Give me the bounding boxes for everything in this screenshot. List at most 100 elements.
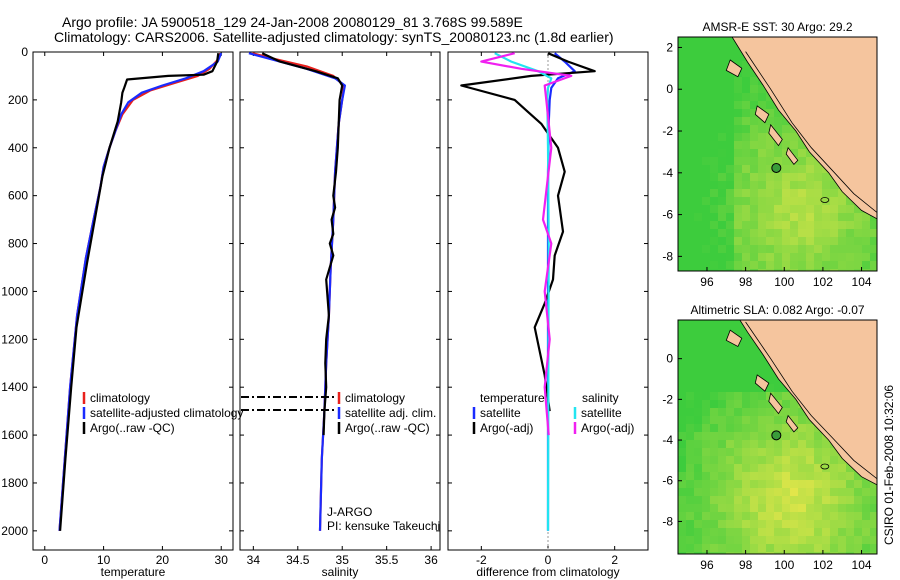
series-group [248,52,346,531]
legend-item-1-label: satellite adj. clim. [345,406,436,420]
map-y-tick-label: -8 [662,514,673,528]
figure-title-line1: Argo profile: JA 5900518_129 24-Jan-2008… [62,14,523,30]
island-1 [754,374,770,392]
series-line-1 [460,52,596,412]
map-y-tick-label: -2 [662,392,673,406]
map-panel-2: 96 98 100 102 104 0 -2 -4 -6 -8 Altimetric SLA: 0.… [662,303,878,572]
legend-item-1-label: satellite-adjusted climatology [90,406,243,420]
y-tick-label: 2000 [1,524,28,538]
map-y-tick-label: 2 [666,40,673,54]
x-axis-label: difference from climatology [476,565,619,579]
legend-heading-temperature: temperature [480,391,545,405]
x-tick-label: 34 [247,553,261,567]
credit-text: CSIRO 01-Feb-2008 10:32:06 [882,385,896,545]
map-x-tick-label: 96 [700,558,714,572]
x-tick-label: 0 [41,553,48,567]
x-tick-label: 35.5 [375,553,399,567]
legend-item-0-label: climatology [345,391,405,405]
legend-heading-salinity: salinity [582,391,619,405]
map-y-tick-label: -2 [662,124,673,138]
series-line-2 [261,52,344,436]
legend-item-2-label: Argo(..raw -QC) [90,421,175,435]
sea-field [678,320,877,554]
series-line-3 [480,52,573,436]
y-tick-label: 1600 [1,428,28,442]
contour-ellipse [820,197,830,203]
map-x-tick-label: 98 [739,558,753,572]
x-tick-label: 0 [545,553,552,567]
legend-item-s-argo-label: Argo(-adj) [581,421,634,435]
contour-line [745,51,877,213]
profile-panel-1: 0 10 20 30 0 200 400 600 800 1000 1200 1400 1600 1800… [1,45,234,579]
map-x-tick-label: 96 [700,275,714,289]
legend-item-t-sat-label: satellite [480,406,521,420]
series-line-2 [59,53,220,531]
y-tick-label: 800 [8,237,28,251]
x-tick-label: 36 [424,553,438,567]
map-y-tick-label: -8 [662,249,673,263]
map-y-tick-label: -6 [662,208,673,222]
y-tick-label: 600 [8,189,28,203]
axes-frame [32,51,234,551]
land-mass [739,320,877,486]
y-tick-label: 200 [8,93,28,107]
series-line-2 [494,52,553,531]
map-title: Altimetric SLA: 0.082 Argo: -0.07 [690,303,864,317]
map-x-tick-label: 100 [774,558,794,572]
profile-panel-2: 34 34.5 35 35.5 36 salinity [239,51,441,579]
series-group [58,52,223,531]
map-x-tick-label: 104 [852,558,872,572]
island-3 [785,146,799,166]
map-y-tick-label: 0 [666,352,673,366]
x-axis-label: salinity [322,565,359,579]
legend-item-2-label: Argo(..raw -QC) [345,421,430,435]
map-x-tick-label: 102 [813,558,833,572]
island-0 [725,59,743,78]
map-x-tick-label: 104 [852,275,872,289]
map-frame [677,319,878,555]
map-y-tick-label: -6 [662,474,673,488]
island-0 [725,329,743,348]
contour-line [745,321,877,480]
legend-item-0-label: climatology [90,391,150,405]
legend-difference: temperaturesatelliteArgo(-adj)salinitysa… [472,391,634,435]
series-line-0 [58,52,222,531]
argo-location-marker [771,430,782,441]
axes-frame [239,51,441,551]
y-tick-label: 1800 [1,476,28,490]
x-tick-label: 34.5 [286,553,310,567]
contour-ellipse [820,463,830,470]
island-2 [768,123,783,147]
map-panel-1: 96 98 100 102 104 2 0 -2 -4 -6 -8 AMSR-E SST: 30 Ar… [662,20,878,289]
map-x-tick-label: 98 [739,275,753,289]
land-mass [731,37,877,220]
x-tick-label: 10 [97,553,111,567]
map-y-tick-label: -4 [662,166,673,180]
map-y-tick-label: -4 [662,433,673,447]
island-1 [754,105,770,124]
map-y-tick-label: 0 [666,82,673,96]
y-tick-label: 1000 [1,284,28,298]
series-group [460,52,596,531]
y-tick-label: 1200 [1,332,28,346]
x-tick-label: -2 [476,553,487,567]
float-program-label: J-ARGO [327,505,372,519]
map-x-tick-label: 100 [774,275,794,289]
map-title: AMSR-E SST: 30 Argo: 29.2 [702,20,852,34]
series-line-1 [58,52,223,531]
legend-item-t-argo-label: Argo(-adj) [480,421,533,435]
sea-field [678,37,877,271]
y-tick-label: 0 [21,45,28,59]
map-x-tick-label: 102 [813,275,833,289]
island-3 [785,414,799,433]
y-tick-label: 1400 [1,380,28,394]
x-axis-label: temperature [101,565,166,579]
x-tick-label: 35 [336,553,350,567]
map-frame [677,36,878,272]
x-tick-label: 30 [215,553,229,567]
pi-label: PI: kensuke Takeuchi [327,519,440,533]
